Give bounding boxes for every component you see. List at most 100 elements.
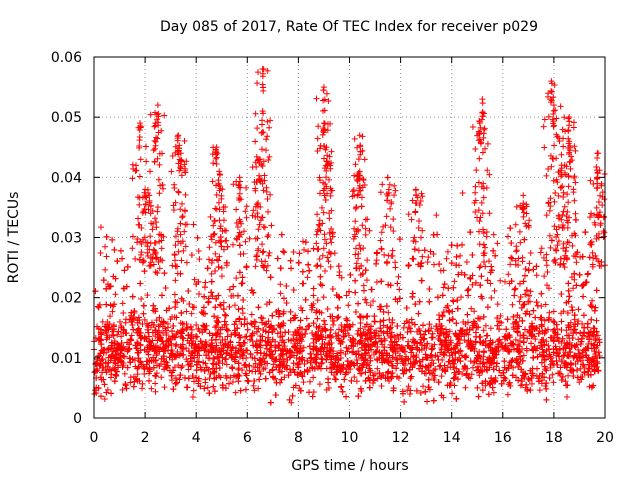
data-point (576, 271, 583, 278)
data-point (345, 332, 352, 339)
data-point (528, 340, 535, 347)
data-point (121, 353, 128, 360)
data-point (575, 318, 582, 325)
data-point (205, 355, 212, 362)
data-point (522, 266, 529, 273)
data-point (297, 304, 304, 311)
data-point (568, 274, 575, 281)
data-point (340, 334, 347, 341)
data-point (536, 327, 543, 334)
data-point (224, 243, 231, 250)
data-point (193, 321, 200, 328)
data-point (334, 315, 341, 322)
data-point (440, 267, 447, 274)
data-point (195, 248, 202, 255)
data-point (140, 302, 147, 309)
data-point (457, 252, 464, 259)
data-point (120, 285, 127, 292)
data-point (482, 322, 489, 329)
data-point (524, 388, 531, 395)
data-point (389, 370, 396, 377)
data-point (387, 334, 394, 341)
data-point (374, 375, 381, 382)
data-point (494, 240, 501, 247)
data-point (210, 383, 217, 390)
data-point (246, 235, 253, 242)
data-point (537, 315, 544, 322)
data-point (188, 252, 195, 259)
data-point (469, 281, 476, 288)
data-point (537, 249, 544, 256)
data-point (341, 376, 348, 383)
data-point (296, 250, 303, 257)
data-point (511, 286, 518, 293)
data-point (280, 295, 287, 302)
data-point (530, 307, 537, 314)
data-point (405, 324, 412, 331)
data-point (479, 387, 486, 394)
data-point (239, 305, 246, 312)
data-point (508, 254, 515, 261)
data-point (380, 322, 387, 329)
data-point (230, 283, 237, 290)
data-point (242, 386, 249, 393)
data-point (130, 326, 137, 333)
data-point (454, 297, 461, 304)
data-point (229, 365, 236, 372)
data-point (299, 268, 306, 275)
data-point (170, 386, 177, 393)
data-point (506, 379, 513, 386)
data-point (134, 371, 141, 378)
data-point (378, 383, 385, 390)
data-point (558, 290, 565, 297)
data-point (575, 306, 582, 313)
data-point (468, 371, 475, 378)
data-point (222, 356, 229, 363)
data-point (505, 271, 512, 278)
data-point (257, 370, 264, 377)
data-point (287, 308, 294, 315)
data-point (456, 336, 463, 343)
data-point (247, 319, 254, 326)
data-point (434, 231, 441, 238)
data-point (112, 371, 119, 378)
data-point (484, 277, 491, 284)
data-point (116, 318, 123, 325)
data-point (172, 277, 179, 284)
data-point (467, 229, 474, 236)
data-point (475, 393, 482, 400)
data-point (111, 378, 118, 385)
data-point (555, 370, 562, 377)
data-point (103, 233, 110, 240)
data-point (454, 305, 461, 312)
data-point (307, 350, 314, 357)
data-point (342, 351, 349, 358)
data-point (196, 256, 203, 263)
data-point (430, 251, 437, 258)
data-point (533, 299, 540, 306)
data-point (227, 374, 234, 381)
data-point (236, 315, 243, 322)
data-point (127, 374, 134, 381)
data-point (503, 326, 510, 333)
data-point (517, 332, 524, 339)
data-point (171, 364, 178, 371)
data-point (281, 249, 288, 256)
data-point (327, 331, 334, 338)
data-point (558, 327, 565, 334)
data-point (433, 212, 440, 219)
data-point (335, 263, 342, 270)
data-point (459, 189, 466, 196)
data-point (543, 385, 550, 392)
data-point (146, 377, 153, 384)
data-point (153, 254, 160, 261)
data-point (564, 393, 571, 400)
data-point (138, 296, 145, 303)
data-point (336, 269, 343, 276)
data-point (322, 268, 329, 275)
data-point (158, 292, 165, 299)
data-point (394, 323, 401, 330)
data-point (162, 285, 169, 292)
data-point (109, 308, 116, 315)
data-point (516, 298, 523, 305)
